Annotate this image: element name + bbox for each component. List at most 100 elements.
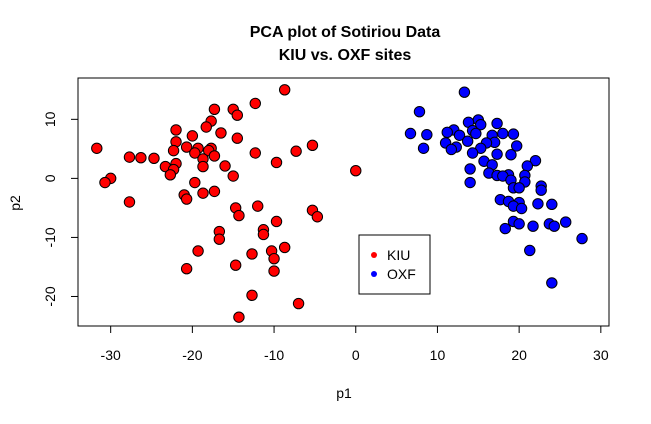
- point-kiu: [231, 132, 244, 144]
- point-oxf: [404, 127, 417, 140]
- point-oxf: [505, 149, 517, 161]
- point-kiu: [270, 156, 283, 169]
- point-kiu: [170, 124, 182, 136]
- point-kiu: [257, 228, 270, 241]
- point-kiu: [311, 211, 324, 223]
- point-oxf: [453, 129, 466, 141]
- point-oxf: [515, 202, 528, 215]
- point-oxf: [458, 86, 471, 98]
- point-oxf: [464, 176, 476, 189]
- point-kiu: [229, 259, 242, 271]
- legend-kiu-marker: [371, 252, 377, 258]
- x-tick-label: -10: [264, 347, 284, 363]
- point-oxf: [445, 143, 458, 156]
- point-kiu: [208, 103, 221, 115]
- legend: KIU OXF: [358, 234, 431, 295]
- point-kiu: [180, 263, 193, 275]
- point-kiu: [290, 145, 302, 157]
- point-oxf: [413, 105, 426, 118]
- point-kiu: [186, 130, 199, 142]
- point-oxf: [546, 198, 558, 211]
- y-tick-label: -20: [42, 286, 58, 306]
- point-oxf: [497, 127, 509, 140]
- legend-oxf-marker: [371, 271, 377, 277]
- point-kiu: [99, 176, 111, 189]
- point-oxf: [475, 118, 487, 131]
- point-oxf: [548, 220, 560, 232]
- point-oxf: [546, 277, 558, 289]
- point-kiu: [167, 144, 180, 157]
- plot-frame: [77, 77, 610, 327]
- point-oxf: [421, 128, 433, 141]
- point-kiu: [246, 248, 258, 260]
- point-kiu: [246, 289, 258, 301]
- x-tick-label: 10: [430, 347, 446, 363]
- point-kiu: [164, 169, 177, 181]
- point-kiu: [91, 142, 103, 154]
- point-kiu: [197, 160, 209, 173]
- point-oxf: [532, 198, 544, 210]
- point-kiu: [270, 215, 283, 228]
- point-oxf: [491, 117, 503, 130]
- point-kiu: [208, 185, 221, 198]
- point-oxf: [529, 154, 542, 167]
- point-kiu: [249, 97, 261, 110]
- y-tick-label: 10: [42, 111, 58, 127]
- point-kiu: [278, 241, 291, 254]
- x-tick-label: 20: [511, 347, 527, 363]
- point-oxf: [527, 220, 539, 232]
- data-points: [91, 84, 588, 323]
- x-axis-label: p1: [336, 385, 352, 401]
- point-oxf: [441, 126, 453, 139]
- point-kiu: [278, 84, 291, 96]
- point-kiu: [189, 147, 201, 159]
- y-axis: -20 -10 0 10: [42, 111, 79, 307]
- legend-box: [358, 234, 431, 295]
- point-oxf: [507, 128, 520, 140]
- chart-title-line-1: PCA plot of Sotiriou Data: [250, 24, 441, 41]
- point-kiu: [189, 176, 201, 189]
- legend-oxf-label: OXF: [387, 266, 416, 282]
- x-tick-label: 0: [352, 347, 360, 363]
- y-axis-label: p2: [7, 195, 23, 211]
- point-oxf: [513, 218, 525, 230]
- chart-title-line-2: KIU vs. OXF sites: [279, 47, 412, 64]
- point-oxf: [491, 148, 503, 160]
- point-kiu: [227, 170, 239, 182]
- point-kiu: [213, 233, 226, 245]
- legend-kiu-label: KIU: [387, 247, 410, 263]
- point-kiu: [231, 109, 244, 121]
- point-kiu: [215, 127, 227, 139]
- point-kiu: [306, 139, 319, 152]
- point-kiu: [350, 165, 362, 177]
- point-oxf: [535, 184, 547, 196]
- point-kiu: [249, 147, 261, 159]
- point-kiu: [268, 265, 280, 277]
- x-tick-label: 30: [593, 347, 609, 363]
- point-kiu: [252, 200, 264, 212]
- point-kiu: [208, 150, 221, 162]
- point-oxf: [499, 222, 511, 235]
- point-kiu: [180, 193, 193, 205]
- point-oxf: [576, 232, 588, 245]
- point-oxf: [461, 135, 474, 147]
- y-tick-label: -10: [42, 227, 58, 247]
- point-oxf: [560, 216, 572, 228]
- point-kiu: [180, 141, 193, 153]
- point-oxf: [417, 142, 430, 154]
- x-tick-label: -30: [101, 347, 121, 363]
- point-oxf: [524, 244, 536, 257]
- point-kiu: [292, 297, 305, 310]
- point-kiu: [233, 311, 245, 323]
- point-oxf: [470, 127, 482, 140]
- point-oxf: [510, 140, 523, 152]
- point-kiu: [192, 245, 204, 257]
- x-axis: -30 -20 -10 0 10 20 30: [101, 325, 609, 363]
- point-kiu: [123, 196, 136, 208]
- point-kiu: [135, 152, 147, 164]
- point-kiu: [219, 160, 231, 172]
- point-oxf: [466, 147, 479, 159]
- point-kiu: [197, 187, 209, 199]
- y-tick-label: 0: [42, 174, 58, 182]
